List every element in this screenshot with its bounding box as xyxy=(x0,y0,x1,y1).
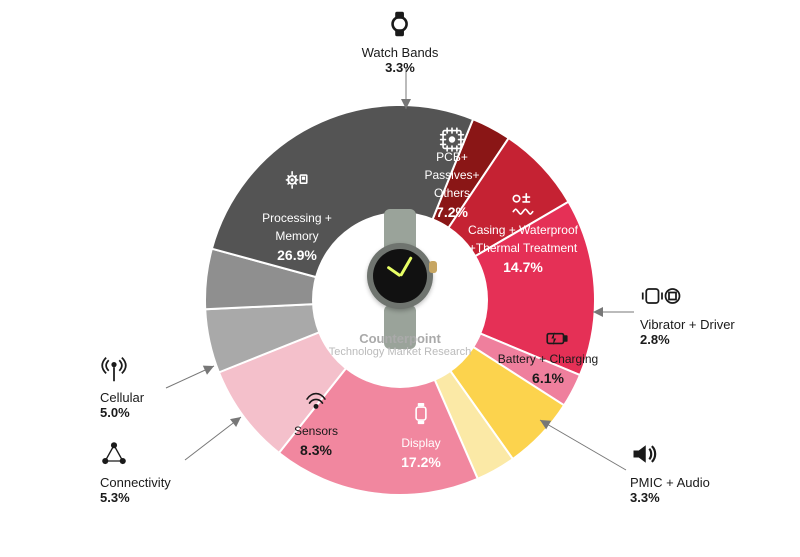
callout-name: Vibrator + Driver xyxy=(640,317,735,332)
callout-name: Cellular xyxy=(100,390,144,405)
audio-icon xyxy=(630,440,710,471)
callout-connectivity: Connectivity5.3% xyxy=(100,440,171,505)
callout-name: Connectivity xyxy=(100,475,171,490)
callout-pmic-audio: PMIC + Audio3.3% xyxy=(630,440,710,505)
callout-pct: 2.8% xyxy=(640,332,735,347)
connectivity-icon xyxy=(100,440,171,471)
callout-cellular: Cellular5.0% xyxy=(100,355,144,420)
callout-vibrator-driver: Vibrator + Driver2.8% xyxy=(640,282,735,347)
watch-band-icon xyxy=(362,10,439,41)
callout-watch-bands: Watch Bands3.3% xyxy=(362,10,439,75)
callout-name: Watch Bands xyxy=(362,45,439,60)
vibrator-icon xyxy=(640,282,735,313)
callout-name: PMIC + Audio xyxy=(630,475,710,490)
callout-pct: 5.3% xyxy=(100,490,171,505)
callout-pct: 3.3% xyxy=(630,490,710,505)
callout-pct: 5.0% xyxy=(100,405,144,420)
chart-stage: { "chart": { "type": "donut", "center": … xyxy=(0,0,800,557)
callout-pct: 3.3% xyxy=(362,60,439,75)
cellular-icon xyxy=(100,355,144,386)
